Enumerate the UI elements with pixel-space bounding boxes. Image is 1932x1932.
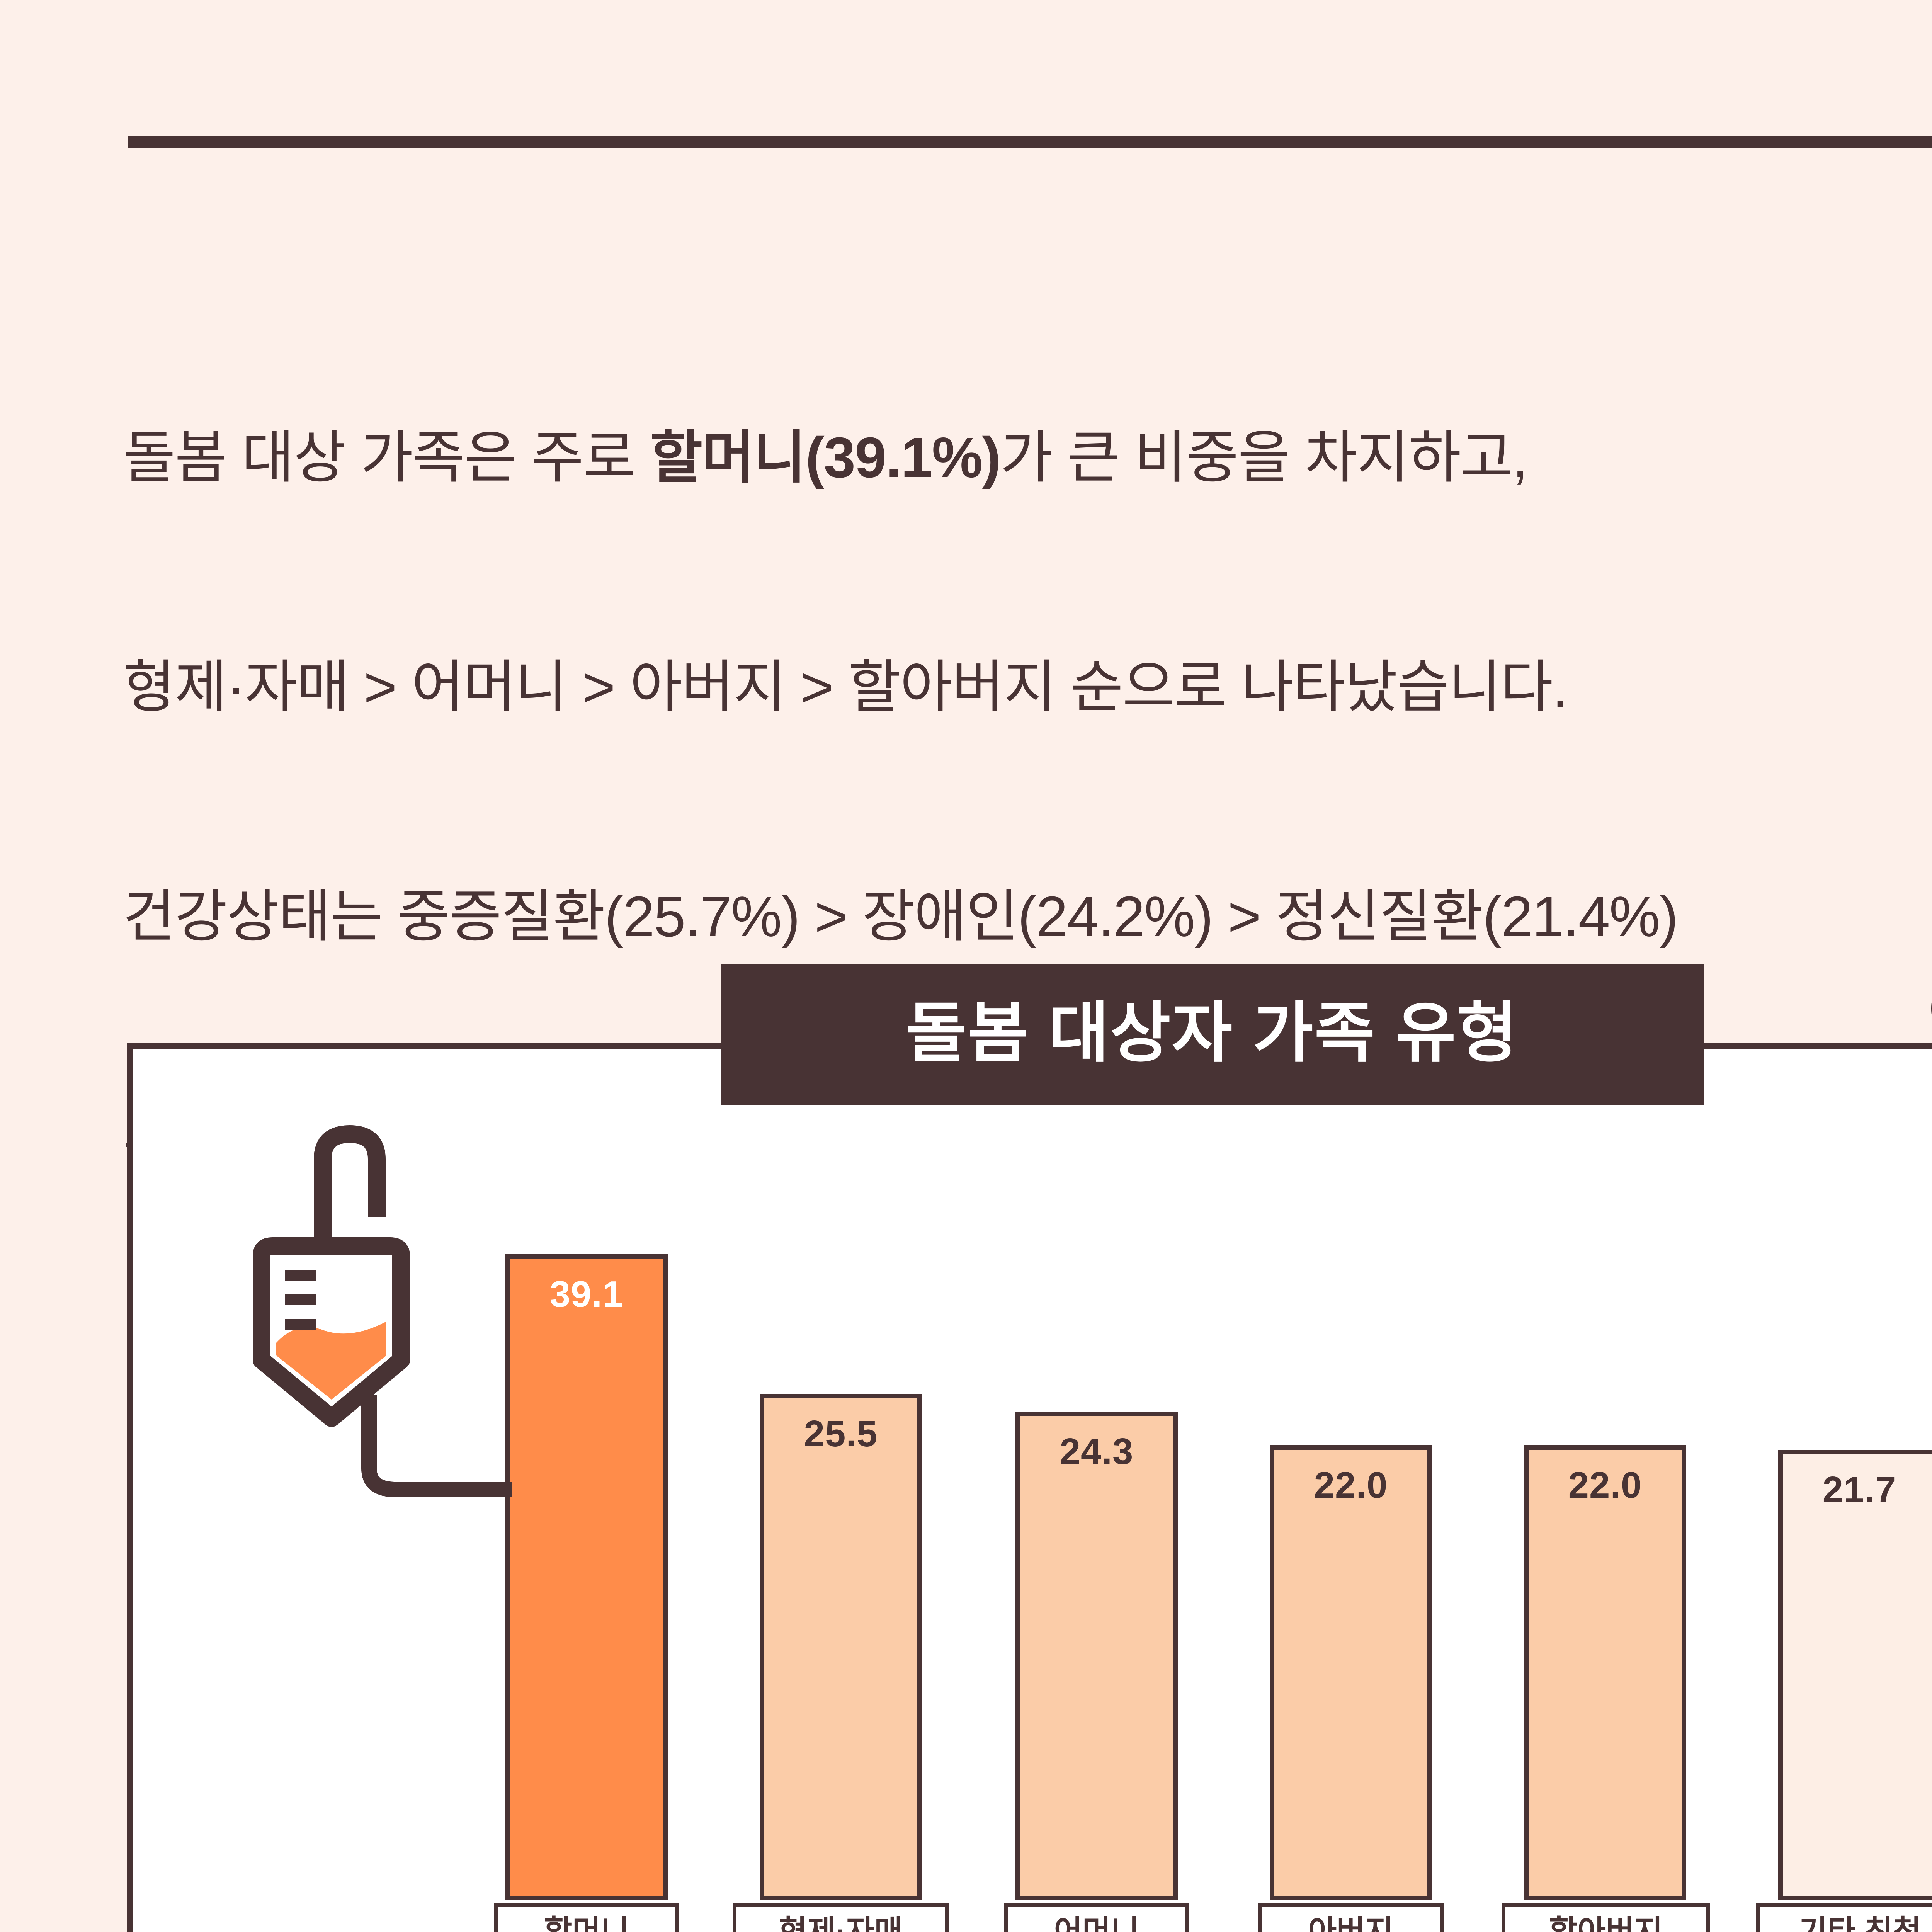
headline-line-3: 건강상태는 중증질환(25.7%) > 장애인(24.2%) > 정신질환(21… [123,885,1679,949]
bar-group-4: 22.0 [1524,1139,1686,1900]
category-box-4: 할아버지 [1502,1903,1710,1932]
bar-group-2: 24.3 [1015,1139,1178,1900]
category-label-1: 형제·자매 [779,1914,903,1932]
top-divider-rule [128,136,1932,148]
bar-3[interactable]: 22.0 [1270,1445,1432,1900]
iv-drip-icon [234,1113,512,1588]
bar-0[interactable]: 39.1 [505,1254,668,1900]
chart-title-banner: 돌봄 대상자 가족 유형 [721,964,1704,1105]
bar-value-5: 21.7 [1822,1469,1896,1510]
bar-value-2: 24.3 [1060,1431,1134,1472]
bar-group-3: 22.0 [1270,1139,1432,1900]
category-label-2: 어머니 [1054,1914,1139,1932]
bar-chart-plot: 39.1 할머니 25.5 형제·자매 24.3 어머니 22.0 [127,1043,1932,1932]
headline-highlight: 할머니(39.1%) [650,426,1001,490]
headline-line-1: 돌봄 대상 가족은 주로 할머니(39.1%)가 큰 비중을 차지하고, [123,420,1932,496]
headline-line-2: 형제·자매 > 어머니 > 아버지 > 할아버지 순으로 나타났습니다. [123,655,1568,719]
category-label-4: 할아버지 [1549,1914,1663,1932]
bar-5[interactable]: 21.7 [1778,1450,1932,1900]
category-box-3: 아버지 [1258,1903,1444,1932]
category-box-1: 형제·자매 [733,1903,949,1932]
bar-value-4: 22.0 [1568,1464,1642,1506]
bar-group-0: 39.1 [505,1139,668,1900]
bar-group-1: 25.5 [760,1139,922,1900]
wheelchair-icon [1913,649,1932,1047]
category-box-0: 할머니 [494,1903,679,1932]
chart-title-text: 돌봄 대상자 가족 유형 [906,996,1519,1070]
bar-value-3: 22.0 [1314,1464,1388,1506]
bar-4[interactable]: 22.0 [1524,1445,1686,1900]
bar-group-5: 21.7 [1778,1139,1932,1900]
bar-1[interactable]: 25.5 [760,1394,922,1900]
category-box-5: 기타 친척 [1756,1903,1932,1932]
headline-line-1-post: 가 큰 비중을 차지하고, [1000,426,1528,490]
category-label-5: 기타 친척 [1799,1914,1922,1932]
category-box-2: 어머니 [1004,1903,1189,1932]
category-label-0: 할머니 [544,1914,629,1932]
bar-2[interactable]: 24.3 [1015,1412,1178,1900]
bar-value-1: 25.5 [804,1413,878,1454]
category-label-3: 아버지 [1308,1914,1394,1932]
bar-value-0: 39.1 [549,1274,624,1315]
headline-line-1-pre: 돌봄 대상 가족은 주로 [123,426,650,490]
